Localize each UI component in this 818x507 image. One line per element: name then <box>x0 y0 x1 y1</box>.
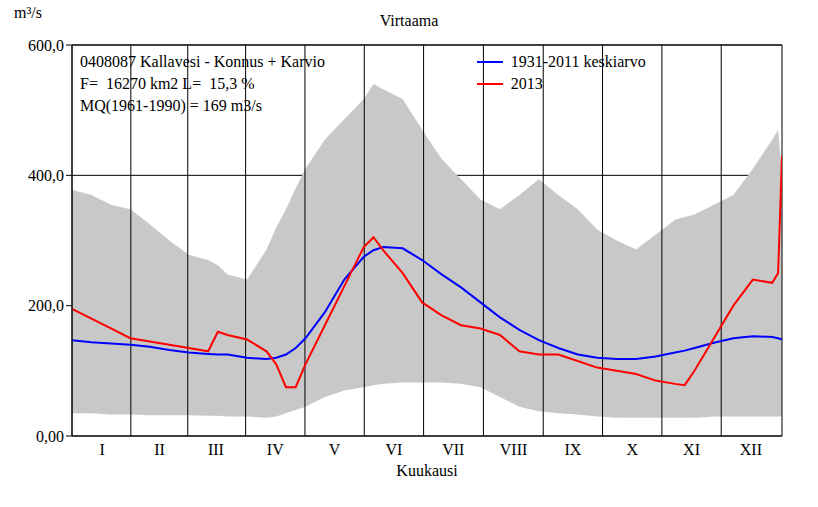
html-text:m³/s: m³/s <box>14 4 42 21</box>
svg-text:600,0: 600,0 <box>28 37 64 54</box>
svg-text:VI: VI <box>385 441 402 458</box>
html-text:MQ(1961-1990) = 169 m3/s: MQ(1961-1990) = 169 m3/s <box>80 97 262 114</box>
svg-text:0,00: 0,00 <box>36 428 64 445</box>
html-text:1931-2011 keskiarvo: 1931-2011 keskiarvo <box>510 53 646 70</box>
svg-text:III: III <box>208 441 224 458</box>
svg-text:Kuukausi: Kuukausi <box>396 462 458 479</box>
svg-text:IX: IX <box>564 441 581 458</box>
svg-text:200,0: 200,0 <box>28 297 64 314</box>
svg-text:V: V <box>329 441 341 458</box>
html-text:0408087 Kallavesi - Konnus + K: 0408087 Kallavesi - Konnus + Karvio <box>80 53 325 70</box>
svg-text:IV: IV <box>267 441 284 458</box>
html-text:Virtaama: Virtaama <box>379 12 439 29</box>
svg-text:XI: XI <box>683 441 700 458</box>
html-text:F= 16270 km2 L= 15,3 %: F= 16270 km2 L= 15,3 % <box>80 75 255 92</box>
svg-text:X: X <box>626 441 638 458</box>
html-text:2013: 2013 <box>510 75 543 92</box>
svg-text:VII: VII <box>442 441 464 458</box>
svg-text:XII: XII <box>740 441 762 458</box>
svg-text:400,0: 400,0 <box>28 167 64 184</box>
svg-text:VIII: VIII <box>500 441 528 458</box>
svg-text:I: I <box>99 441 104 458</box>
svg-text:II: II <box>154 441 165 458</box>
